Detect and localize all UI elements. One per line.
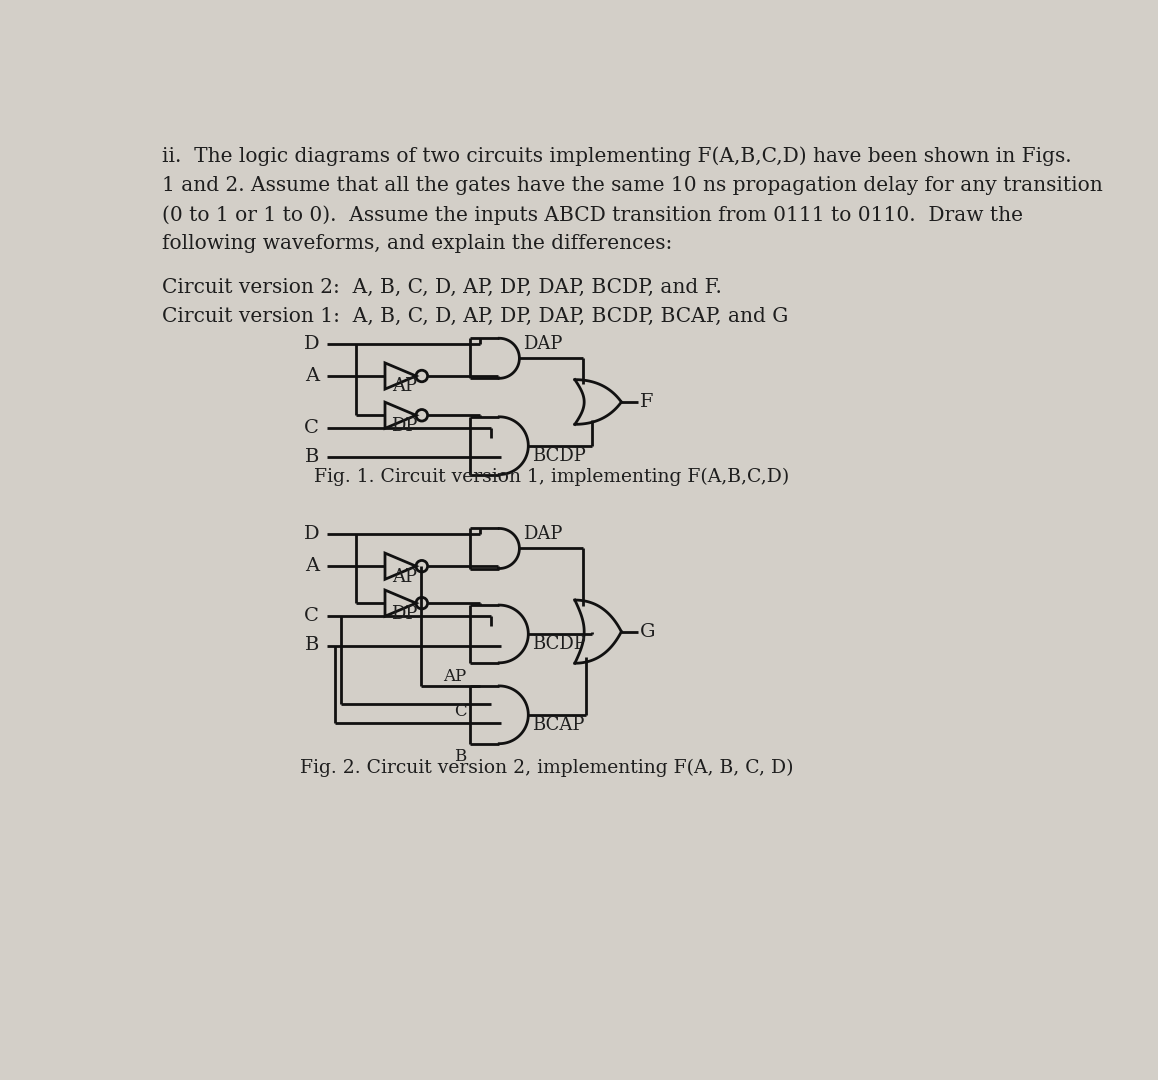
Text: DP: DP: [391, 605, 418, 622]
Text: BCDP: BCDP: [533, 635, 586, 653]
Text: C: C: [305, 607, 320, 625]
Text: DAP: DAP: [523, 525, 563, 543]
Text: D: D: [303, 335, 320, 353]
Text: AP: AP: [391, 377, 417, 395]
Text: A: A: [305, 557, 320, 576]
Text: C: C: [454, 703, 467, 720]
Text: Fig. 2. Circuit version 2, implementing F(A, B, C, D): Fig. 2. Circuit version 2, implementing …: [300, 758, 793, 777]
Text: DAP: DAP: [523, 335, 563, 353]
Text: B: B: [305, 636, 320, 654]
Text: B: B: [454, 748, 467, 766]
Text: Circuit version 2:  A, B, C, D, AP, DP, DAP, BCDP, and F.: Circuit version 2: A, B, C, D, AP, DP, D…: [162, 278, 721, 296]
Text: (0 to 1 or 1 to 0).  Assume the inputs ABCD transition from 0111 to 0110.  Draw : (0 to 1 or 1 to 0). Assume the inputs AB…: [162, 205, 1023, 225]
Text: DP: DP: [391, 417, 418, 434]
Text: G: G: [640, 623, 655, 640]
Text: F: F: [640, 393, 653, 411]
Text: A: A: [305, 367, 320, 384]
Text: Fig. 1. Circuit version 1, implementing F(A,B,C,D): Fig. 1. Circuit version 1, implementing …: [314, 468, 789, 486]
Text: AP: AP: [391, 568, 417, 585]
Text: D: D: [303, 525, 320, 543]
Text: BCDP: BCDP: [533, 447, 586, 465]
Text: BCAP: BCAP: [533, 716, 585, 734]
Text: following waveforms, and explain the differences:: following waveforms, and explain the dif…: [162, 234, 672, 254]
Text: Circuit version 1:  A, B, C, D, AP, DP, DAP, BCDP, BCAP, and G: Circuit version 1: A, B, C, D, AP, DP, D…: [162, 307, 789, 326]
Text: B: B: [305, 448, 320, 465]
Text: ii.  The logic diagrams of two circuits implementing F(A,B,C,D) have been shown : ii. The logic diagrams of two circuits i…: [162, 147, 1071, 166]
Text: AP: AP: [444, 669, 467, 686]
Text: C: C: [305, 419, 320, 437]
Text: 1 and 2. Assume that all the gates have the same 10 ns propagation delay for any: 1 and 2. Assume that all the gates have …: [162, 176, 1102, 194]
